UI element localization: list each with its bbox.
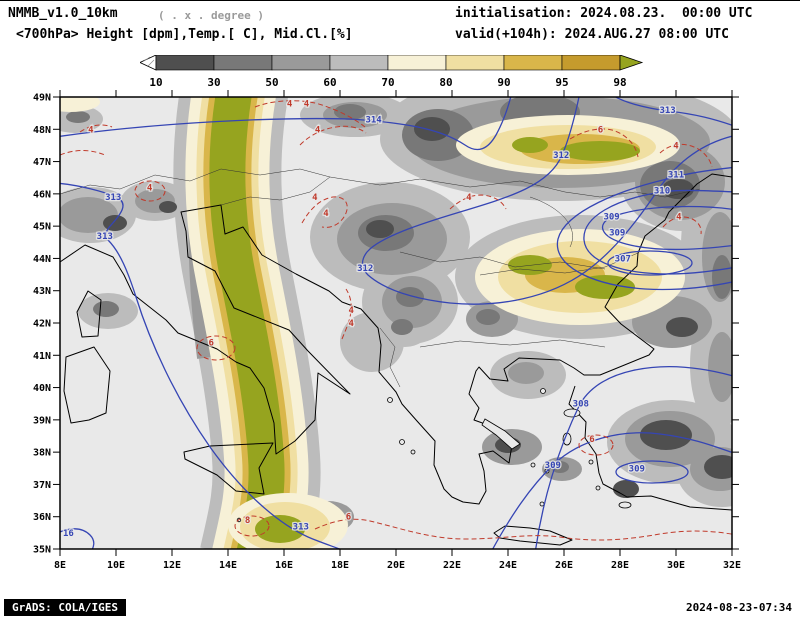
hatch-line	[147, 59, 155, 67]
lat-axis-label: 38N	[33, 448, 51, 459]
temp-contour-label: 4	[304, 100, 310, 110]
lon-axis-label: 28E	[611, 560, 629, 571]
field-label: <700hPa> Height [dpm],Temp.[ C], Mid.Cl.…	[16, 27, 353, 42]
hatch-line	[143, 56, 151, 62]
height-contour-label: 312	[553, 151, 569, 161]
map-canvas: 314 313 313 313 312 312 311 310 309 309 307 308 309 3…	[33, 90, 741, 571]
coastlines	[60, 173, 732, 546]
grid-note: ( . x . degree )	[158, 9, 264, 22]
colorbar-over-arrow	[619, 55, 644, 71]
colorbar-segment	[445, 55, 505, 71]
colorbar-segment	[271, 55, 331, 71]
colorbar-tick-label: 95	[555, 76, 568, 89]
colorbar-segment	[155, 55, 215, 71]
lon-axis-label: 32E	[723, 560, 741, 571]
temp-contour-label: 4	[315, 125, 321, 135]
colorbar-segment	[503, 55, 563, 71]
lat-axis-label: 35N	[33, 545, 51, 556]
lat-axis-label: 40N	[33, 383, 51, 394]
temp-contour-label: 6	[346, 513, 351, 523]
lon-axis-label: 12E	[163, 560, 181, 571]
colorbar-tick-label: 80	[439, 76, 452, 89]
temp-contour-label: 6	[208, 338, 213, 348]
footer-rule	[0, 0, 800, 1]
lat-axis-label: 41N	[33, 351, 51, 362]
colorbar-segment	[329, 55, 389, 71]
lon-axis-label: 16E	[275, 560, 293, 571]
temp-contour-label: 4	[348, 306, 354, 316]
colorbar-tick-label: 60	[323, 76, 336, 89]
lat-axis-label: 39N	[33, 415, 51, 426]
lon-axis-label: 14E	[219, 560, 237, 571]
colorbar-tick-label: 30	[207, 76, 220, 89]
height-contour-label: 310	[654, 187, 670, 197]
colorbar-segment	[387, 55, 447, 71]
height-contour-label: 309	[545, 461, 561, 471]
height-contour-label: 312	[357, 264, 373, 274]
height-contour-label: 313	[659, 106, 675, 116]
lat-axis-label: 47N	[33, 157, 51, 168]
lat-axis-label: 42N	[33, 319, 51, 330]
init-time-label: initialisation: 2024.08.23. 00:00 UTC	[455, 6, 753, 21]
lon-axis-label: 8E	[54, 560, 66, 571]
contour-labels: 314 313 313 313 312 312 311 310 309 309 307 308 309 3…	[62, 98, 686, 540]
model-title: NMMB_v1.0_10km	[8, 6, 118, 21]
height-contour-label: 309	[629, 464, 645, 474]
colorbar-tick-label: 10	[149, 76, 162, 89]
height-contour-label: 307	[615, 254, 631, 264]
lat-axis-label: 45N	[33, 222, 51, 233]
height-contour-label: 313	[105, 193, 121, 203]
lat-axis-label: 48N	[33, 125, 51, 136]
lat-axis-label: 37N	[33, 480, 51, 491]
colorbar-segment	[213, 55, 273, 71]
temp-contour-label: 4	[147, 183, 153, 193]
height-contour-label: 308	[573, 400, 589, 410]
creation-timestamp: 2024-08-23-07:34	[686, 601, 792, 614]
colorbar: 10 30 50 60 70 80 90 95 98	[140, 55, 644, 89]
lat-axis-label: 44N	[33, 254, 51, 265]
height-contour-label: 314	[365, 116, 382, 126]
temp-contour-label: 4	[676, 213, 682, 223]
temp-contour-label: 8	[245, 516, 250, 526]
valid-time-label: valid(+104h): 2024.AUG.27 08:00 UTC	[455, 27, 729, 42]
height-contour-label: 16	[63, 529, 74, 539]
temperature-contours	[60, 100, 732, 541]
lon-axis-label: 26E	[555, 560, 573, 571]
colorbar-under-arrow	[140, 55, 157, 71]
lat-axis-label: 49N	[33, 93, 51, 104]
colorbar-tick-label: 70	[381, 76, 394, 89]
temp-contour-label: 4	[348, 319, 354, 329]
colorbar-tick-label: 50	[265, 76, 278, 89]
country-borders	[60, 168, 701, 388]
colorbar-tick-label: 90	[497, 76, 510, 89]
height-contour-label: 309	[603, 213, 619, 223]
temp-contour-label: 6	[589, 435, 594, 445]
temp-contour-label: 4	[673, 141, 679, 151]
temp-contour-label: 4	[323, 209, 329, 219]
height-contours	[60, 97, 732, 549]
height-contour-label: 313	[293, 522, 309, 532]
height-contour-label: 313	[97, 232, 113, 242]
lat-axis-label: 36N	[33, 512, 51, 523]
colorbar-tick-label: 98	[613, 76, 626, 89]
lon-axis-label: 18E	[331, 560, 349, 571]
colorbar-segment	[561, 55, 621, 71]
lon-axis-label: 22E	[443, 560, 461, 571]
temp-contour-label: 4	[312, 193, 318, 203]
lat-axis-label: 43N	[33, 286, 51, 297]
height-contour-label: 311	[668, 171, 684, 181]
lon-axis-label: 10E	[107, 560, 125, 571]
temp-contour-label: 4	[287, 100, 293, 110]
lon-axis-label: 30E	[667, 560, 685, 571]
height-contour-label: 309	[609, 229, 625, 239]
lon-axis-label: 20E	[387, 560, 405, 571]
temp-contour-label: 4	[88, 125, 94, 135]
temp-contour-label: 4	[466, 193, 472, 203]
grads-stamp: GrADS: COLA/IGES	[4, 599, 126, 616]
lat-axis-label: 46N	[33, 189, 51, 200]
lon-axis-label: 24E	[499, 560, 517, 571]
map-axes: 49N 48N 47N 46N 45N 44N 43N 42N 41N 40N 39N 38N 37N 3…	[33, 90, 741, 571]
temp-contour-label: 6	[598, 125, 603, 135]
